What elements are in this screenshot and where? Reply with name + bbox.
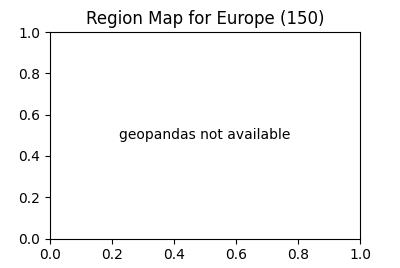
Title: Region Map for Europe (150): Region Map for Europe (150) [86, 10, 324, 28]
Text: geopandas not available: geopandas not available [119, 128, 291, 142]
